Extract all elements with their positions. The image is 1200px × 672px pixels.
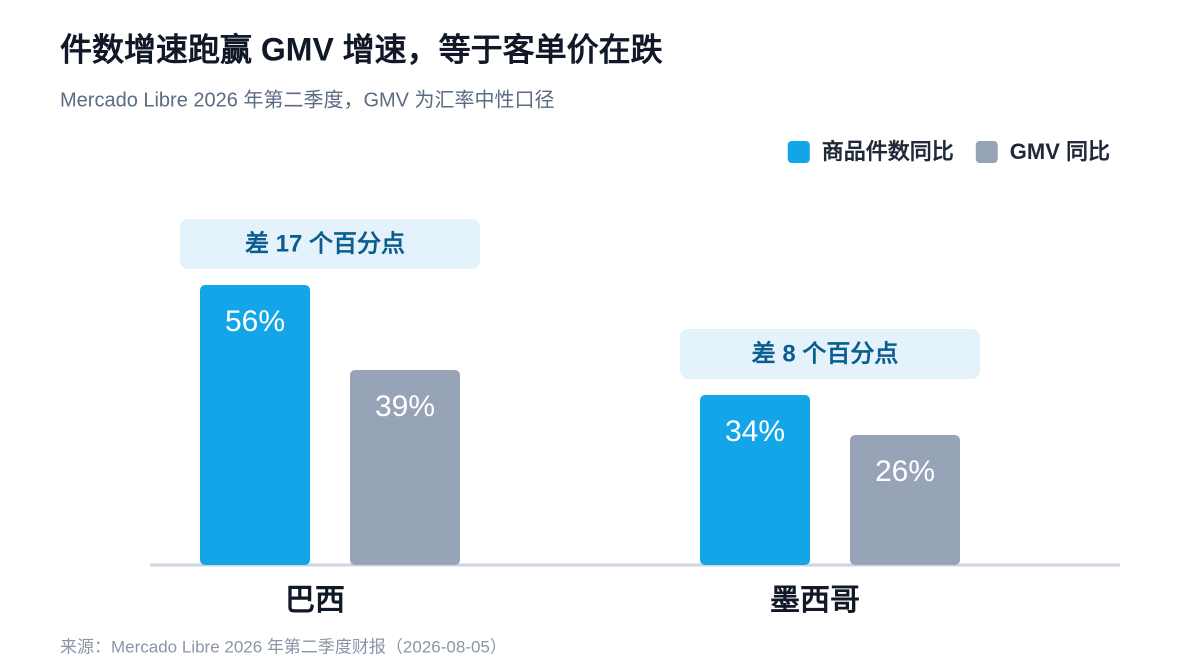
legend-swatch — [787, 141, 810, 163]
bar — [850, 435, 960, 565]
value-label: 34% — [725, 415, 785, 448]
bar — [700, 395, 810, 565]
legend-label: 商品件数同比 — [822, 139, 954, 164]
x-tick-label: 墨西哥 — [770, 584, 860, 617]
annotation-box — [180, 219, 480, 269]
chart-title: 件数增速跑赢 GMV 增速，等于客单价在跌 — [60, 31, 663, 67]
value-label: 39% — [375, 390, 435, 423]
legend-label: GMV 同比 — [1010, 139, 1110, 164]
source-note: 来源：Mercado Libre 2026 年第二季度财报（2026-08-05… — [60, 637, 507, 656]
x-tick-label: 巴西 — [285, 584, 345, 617]
annotation: 差 8 个百分点 — [752, 339, 899, 367]
bar — [350, 370, 460, 565]
annotation-box — [680, 329, 980, 379]
value-label: 26% — [875, 455, 935, 488]
annotation: 差 17 个百分点 — [245, 229, 405, 257]
bar — [200, 285, 310, 565]
legend-swatch — [975, 141, 998, 163]
value-label: 56% — [225, 305, 285, 338]
chart-subtitle: Mercado Libre 2026 年第二季度，GMV 为汇率中性口径 — [60, 88, 555, 111]
